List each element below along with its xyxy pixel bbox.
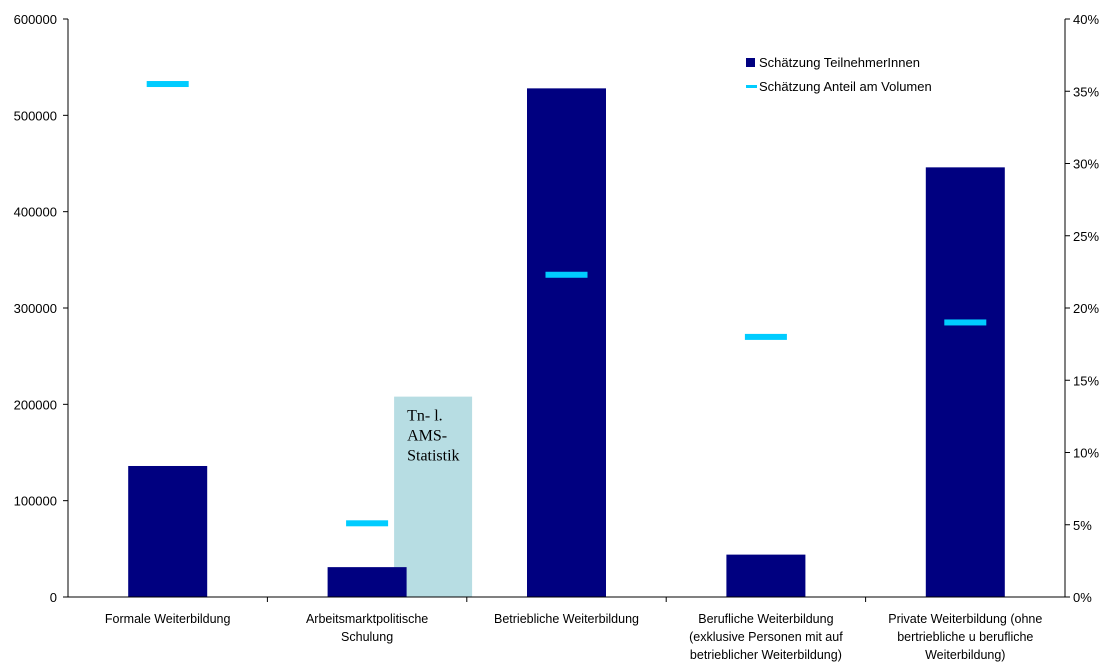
bar [128, 465, 208, 597]
x-tick-label: Berufliche Weiterbildung (exklusive Perso… [689, 612, 843, 662]
x-tick-label: Arbeitsmarktpolitische Schulung [306, 612, 428, 644]
marker-series [146, 81, 987, 527]
marker [146, 81, 189, 88]
y-right-tick-label: 30% [1073, 157, 1099, 172]
axes: 0 100000 200000 300000 400000 500000 600000 0% 5… [14, 12, 1100, 605]
y-left-tick-label: 600000 [14, 12, 57, 27]
x-axis-labels: Formale Weiterbildung Arbeitsmarktpolitis… [105, 612, 1042, 662]
y-right-tick-label: 40% [1073, 12, 1099, 27]
y-left-tick-label: 200000 [14, 397, 57, 412]
legend-label: Schätzung Anteil am Volumen [759, 79, 932, 94]
marker [944, 319, 987, 326]
marker [545, 271, 588, 278]
y-right-tick-label: 25% [1073, 229, 1099, 244]
y-right-tick-label: 35% [1073, 84, 1099, 99]
y-left-tick-label: 300000 [14, 301, 57, 316]
annotation-text: AMS- [407, 428, 447, 445]
y-left-tick-label: 500000 [14, 108, 57, 123]
x-tick-label: Formale Weiterbildung [105, 612, 231, 626]
bar [327, 567, 407, 597]
bar [925, 167, 1005, 597]
annotation-text: Tn- l. [407, 408, 443, 425]
legend: Schätzung TeilnehmerInnen Schätzung Antei… [746, 55, 932, 94]
y-left-tick-label: 100000 [14, 494, 57, 509]
legend-swatch-marker [746, 85, 757, 88]
bar [726, 554, 806, 597]
marker [346, 520, 389, 527]
annotation-text: Statistik [407, 448, 459, 465]
bar-series [128, 88, 1005, 598]
y-left-tick-label: 0 [50, 590, 57, 605]
bar [527, 88, 606, 598]
legend-label: Schätzung TeilnehmerInnen [759, 55, 920, 70]
annotation-group: Tn- l. AMS- Statistik [394, 396, 473, 597]
x-tick-label: Private Weiterbildung (ohne bertriebliche… [888, 612, 1042, 662]
legend-swatch-bar [746, 58, 755, 67]
marker [744, 333, 787, 340]
y-right-tick-label: 20% [1073, 301, 1099, 316]
y-right-tick-label: 15% [1073, 373, 1099, 388]
y-left-tick-label: 400000 [14, 205, 57, 220]
annotation-box [394, 396, 473, 597]
y-right-tick-label: 10% [1073, 446, 1099, 461]
x-tick-label: Betriebliche Weiterbildung [494, 612, 639, 626]
y-right-tick-label: 0% [1073, 590, 1092, 605]
y-right-tick-label: 5% [1073, 518, 1092, 533]
